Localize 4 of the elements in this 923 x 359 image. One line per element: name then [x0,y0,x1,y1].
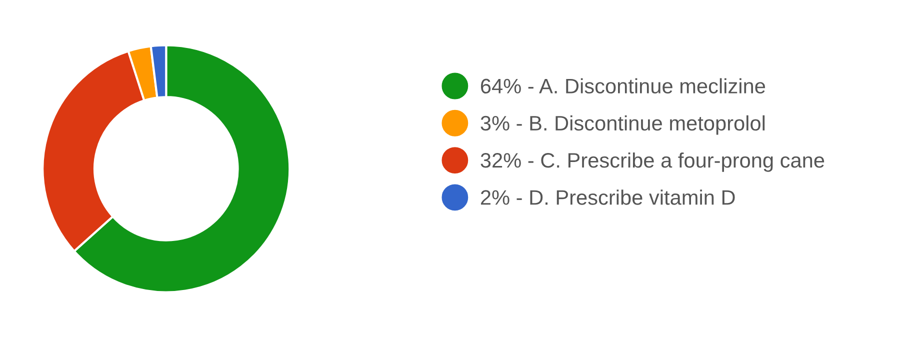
legend-label: 2% - D. Prescribe vitamin D [480,190,735,205]
legend-label: 3% - B. Discontinue metoprolol [480,115,765,135]
legend-label: 32% - C. Prescribe a four-prong cane [480,152,824,172]
legend-label: 64% - A. Discontinue meclizine [480,78,766,94]
